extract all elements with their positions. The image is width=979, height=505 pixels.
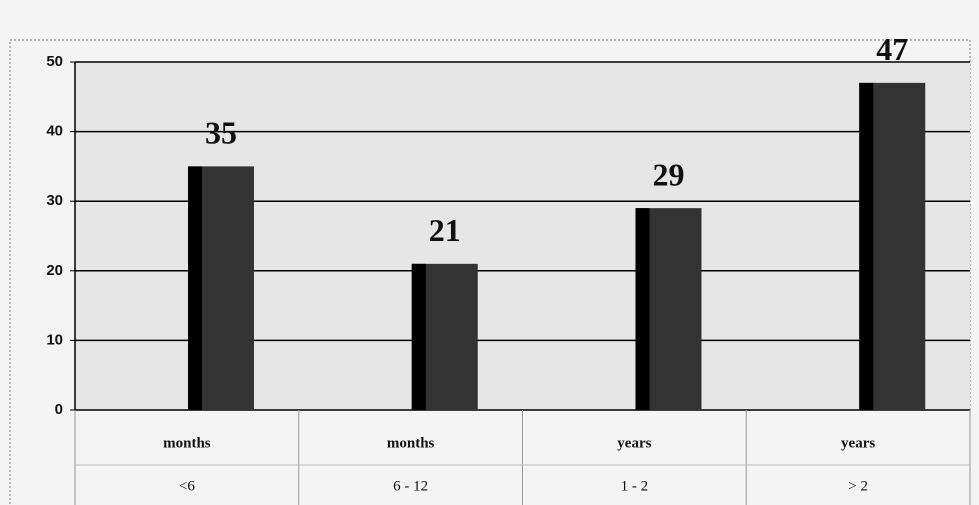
bar-edge bbox=[411, 263, 426, 410]
x-tick-label: <6 bbox=[179, 478, 195, 494]
category-unit: years bbox=[617, 435, 651, 451]
value-label: 35 bbox=[205, 115, 237, 151]
x-tick-label: > 2 bbox=[848, 478, 868, 494]
value-label: 47 bbox=[876, 31, 908, 67]
bar-edge bbox=[859, 82, 874, 410]
value-label: 29 bbox=[653, 157, 685, 193]
frame bbox=[9, 39, 971, 505]
value-label: 21 bbox=[429, 212, 461, 248]
x-tick-label: 1 - 2 bbox=[621, 478, 649, 494]
bar-edge bbox=[188, 166, 202, 410]
category-unit: months bbox=[387, 435, 435, 451]
y-tick-label: 20 bbox=[46, 262, 63, 279]
y-tick-label: 10 bbox=[46, 331, 63, 348]
x-tick-label: 6 - 12 bbox=[393, 478, 428, 494]
y-tick-label: 0 bbox=[55, 401, 63, 418]
category-unit: years bbox=[841, 435, 875, 451]
bar-edge bbox=[635, 208, 650, 410]
y-tick-label: 40 bbox=[46, 123, 63, 140]
category-unit: months bbox=[163, 435, 211, 451]
y-tick-label: 30 bbox=[46, 192, 63, 209]
y-tick-label: 50 bbox=[46, 53, 63, 70]
